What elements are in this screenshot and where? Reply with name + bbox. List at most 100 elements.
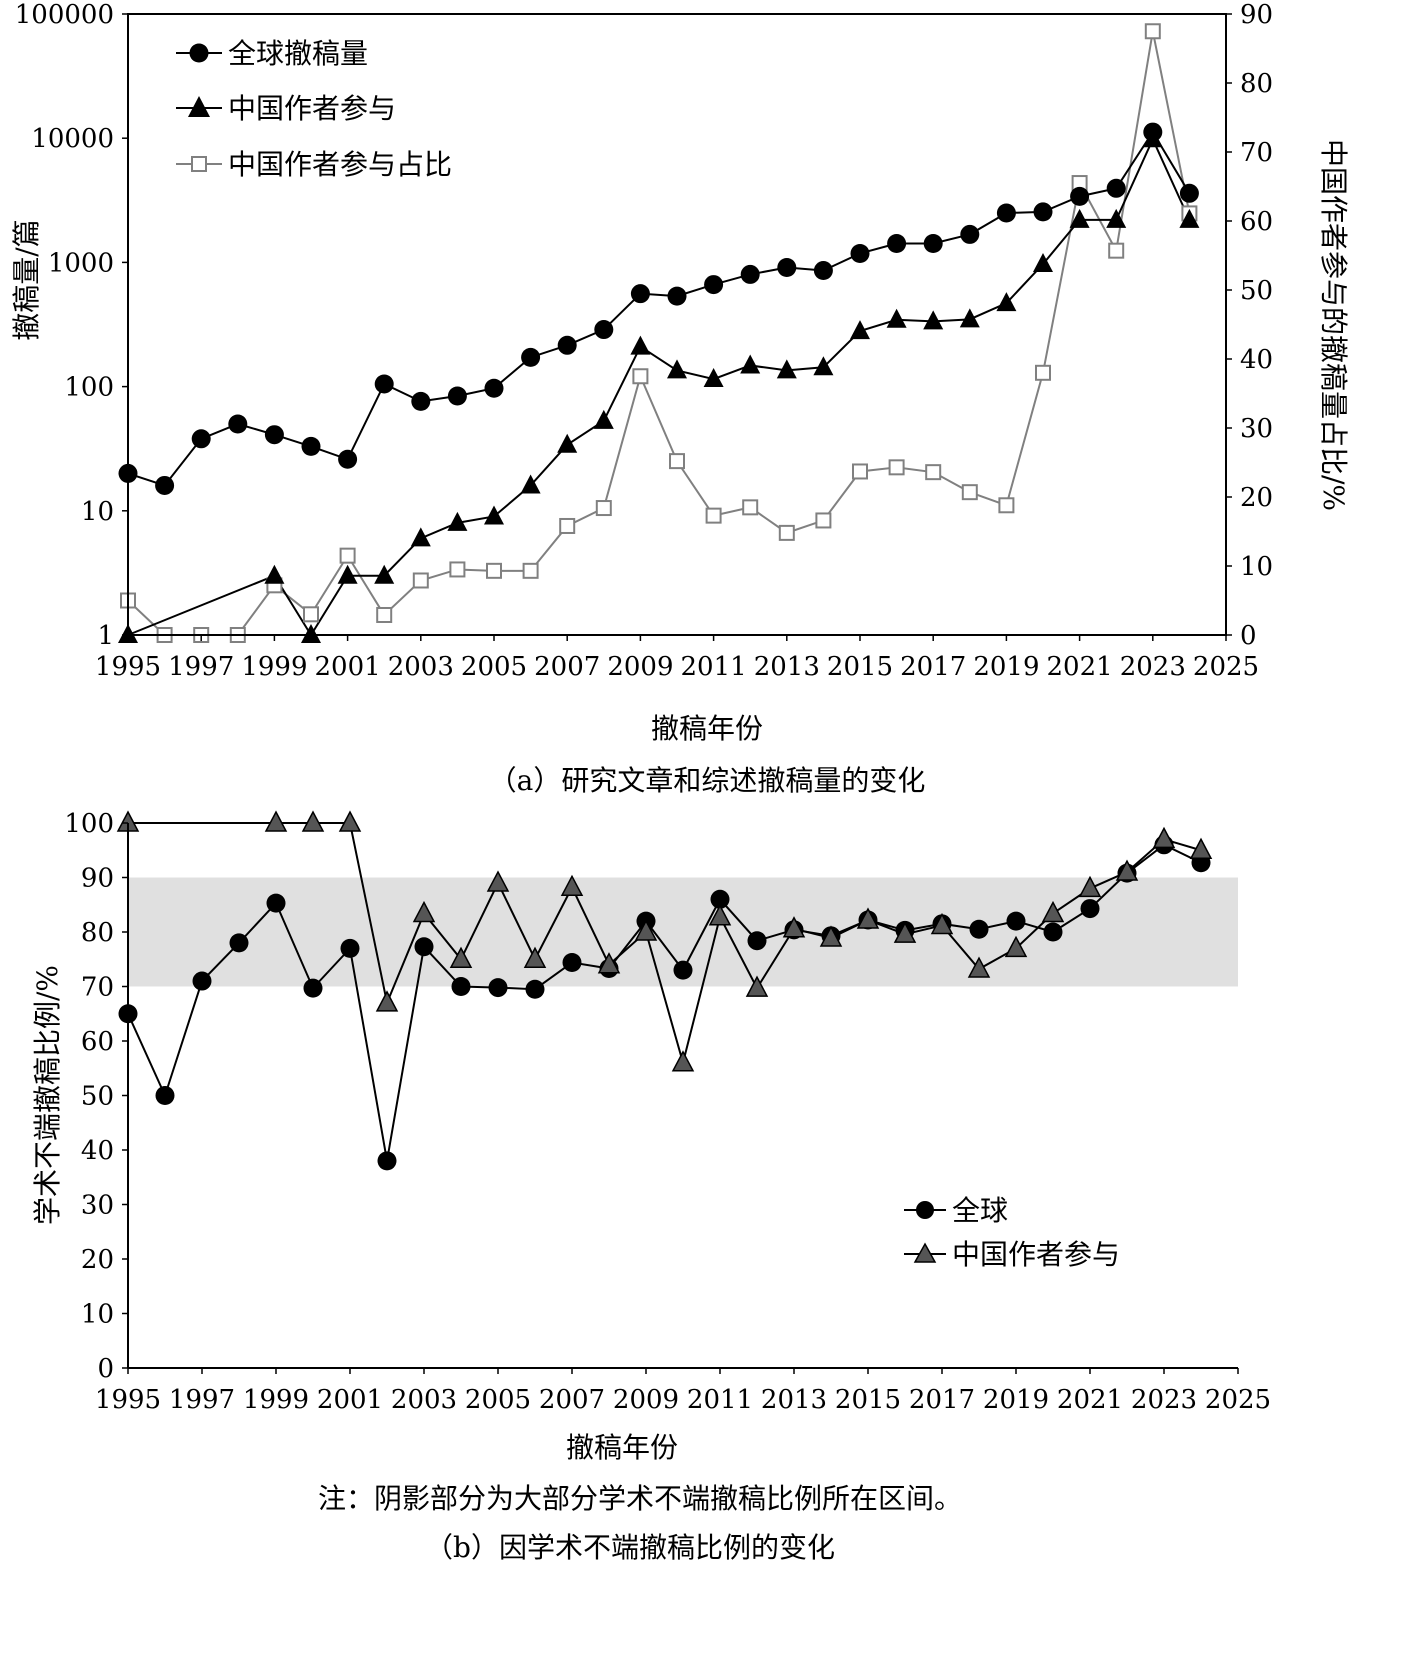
panel-a-data-point — [594, 320, 614, 340]
legend-global: 全球 — [904, 1194, 1008, 1227]
panel-a-data-point — [850, 243, 870, 263]
open-square-marker-icon — [191, 156, 207, 172]
panel-b-data-point — [856, 907, 880, 929]
panel-a-right-y-tick-label: 30 — [1240, 414, 1273, 444]
panel-a-data-point — [740, 354, 761, 374]
panel-b-data-point — [562, 953, 582, 973]
panel-a-left-y-tick-label: 10 — [81, 497, 114, 527]
panel-b-x-tick-label: 2023 — [1131, 1385, 1197, 1415]
panel-a-data-point — [923, 233, 943, 253]
panel-a-data-point — [813, 356, 834, 376]
panel-a-data-point — [852, 463, 868, 480]
panel-a-right-y-tick-label: 50 — [1240, 276, 1273, 306]
panel-a-x-tick-label: 2023 — [1120, 652, 1186, 682]
panel-a-data-point — [301, 624, 321, 643]
panel-a-x-tick-label: 2005 — [461, 652, 527, 682]
panel-b-data-point — [969, 919, 989, 939]
panel-a-data-point — [412, 572, 429, 589]
panel-b-y-axis-title: 学术不端撤稿比例/% — [31, 965, 64, 1225]
panel-a-x-tick-label: 2017 — [900, 652, 966, 682]
panel-b-data-point — [597, 952, 621, 974]
panel-b-data-point — [747, 931, 767, 951]
panel-b-y-tick-label: 60 — [81, 1027, 114, 1057]
panel-a-x-tick-label: 1997 — [168, 652, 234, 682]
panel-b-x-tick-label: 2025 — [1205, 1385, 1271, 1415]
panel-a-data-point — [374, 374, 394, 394]
panel-a-data-point — [998, 497, 1015, 514]
panel-a-data-point — [484, 378, 504, 398]
panel-b-data-point — [192, 971, 212, 991]
panel-a-data-point — [1035, 364, 1051, 381]
panel-a-data-point — [520, 474, 541, 494]
panel-a-data-point — [960, 224, 980, 244]
panel-b-data-point — [301, 810, 325, 832]
panel-a-data-point — [1108, 242, 1125, 259]
panel-a-data-point — [155, 475, 175, 495]
panel-a-x-tick-label: 1995 — [95, 652, 161, 682]
panel-b-x-tick-label: 2003 — [391, 1385, 457, 1415]
legend-label-china-participation: 中国作者参与 — [228, 92, 396, 125]
panel-a-retraction-volume: 1995 1997 1999 2001 2003 2005 2007 2009 2011 2013… — [10, 0, 1350, 797]
panel-a-data-point — [301, 436, 321, 456]
panel-a-data-point — [484, 505, 504, 525]
panel-b-data-point — [525, 979, 545, 999]
panel-a-data-point — [521, 347, 541, 367]
panel-a-plot-frame — [127, 13, 1227, 636]
panel-b-data-point — [1080, 899, 1100, 919]
legend-label-china-share: 中国作者参与占比 — [228, 148, 452, 181]
panel-a-data-point — [959, 308, 980, 328]
panel-a-data-point — [996, 203, 1016, 223]
panel-a-x-tick-label: 1999 — [241, 652, 307, 682]
panel-a-data-point — [667, 286, 687, 306]
panel-a-x-tick-label: 2013 — [754, 652, 820, 682]
panel-a-data-point — [630, 335, 651, 355]
panel-a-data-point — [776, 359, 797, 379]
panel-a-data-point — [632, 368, 649, 385]
panel-b-data-point — [819, 925, 843, 947]
panel-b-y-tick-label: 40 — [81, 1136, 114, 1166]
panel-a-data-point — [337, 564, 358, 584]
panel-b-x-tick-label: 2013 — [761, 1385, 827, 1415]
panel-a-x-tick-label: 2001 — [315, 652, 381, 682]
panel-a-data-point — [704, 275, 724, 295]
panel-b-data-point — [375, 990, 399, 1012]
panel-a-data-point — [449, 561, 466, 578]
panel-b-data-point — [338, 810, 362, 832]
panel-b-data-point — [486, 870, 510, 892]
panel-a-data-point — [778, 524, 795, 541]
panel-a-data-point — [813, 261, 833, 281]
panel-a-right-y-tick-label: 90 — [1240, 0, 1273, 30]
panel-a-left-y-tick-label: 100000 — [15, 0, 114, 30]
panel-b-data-point — [523, 946, 547, 968]
panel-b-data-point — [710, 889, 730, 909]
panel-a-data-point — [705, 507, 722, 524]
panel-b-y-tick-label: 0 — [97, 1354, 114, 1384]
panel-b-data-point — [449, 946, 473, 968]
panel-b-y-tick-label: 90 — [81, 864, 114, 894]
panel-b-misconduct-share: 1995 1997 1999 2001 2003 2005 2007 2009 2011 2013… — [31, 809, 1271, 1564]
panel-b-y-tick-label: 20 — [81, 1245, 114, 1275]
legend-china-participation: 中国作者参与 — [176, 92, 396, 125]
panel-a-series-line — [127, 136, 1191, 637]
panel-a-data-point — [1144, 23, 1161, 40]
panel-b-data-point — [412, 900, 436, 923]
triangle-marker-icon — [188, 96, 210, 117]
panel-a-data-point — [740, 264, 760, 284]
panel-a-x-tick-label: 2009 — [607, 652, 673, 682]
panel-b-data-point — [340, 938, 360, 958]
panel-b-x-tick-label: 1995 — [95, 1385, 161, 1415]
panel-a-data-point — [742, 499, 759, 516]
panel-a-left-y-tick-label: 10000 — [31, 124, 114, 154]
panel-b-data-point — [229, 933, 249, 953]
legend-label-global: 全球 — [952, 1194, 1008, 1227]
panel-b-data-point — [266, 893, 286, 913]
panel-a-data-point — [888, 459, 905, 476]
panel-a-data-point — [411, 391, 431, 411]
panel-a-left-y-tick-label: 100 — [64, 373, 114, 403]
panel-a-data-point — [374, 564, 395, 584]
panel-b-x-axis-title: 撤稿年份 — [566, 1431, 678, 1464]
panel-b-x-tick-label: 2019 — [983, 1385, 1049, 1415]
panel-b-data-point — [414, 937, 434, 957]
panel-a-right-y-axis-title: 中国作者参与的撤稿量占比/% — [1317, 139, 1350, 511]
